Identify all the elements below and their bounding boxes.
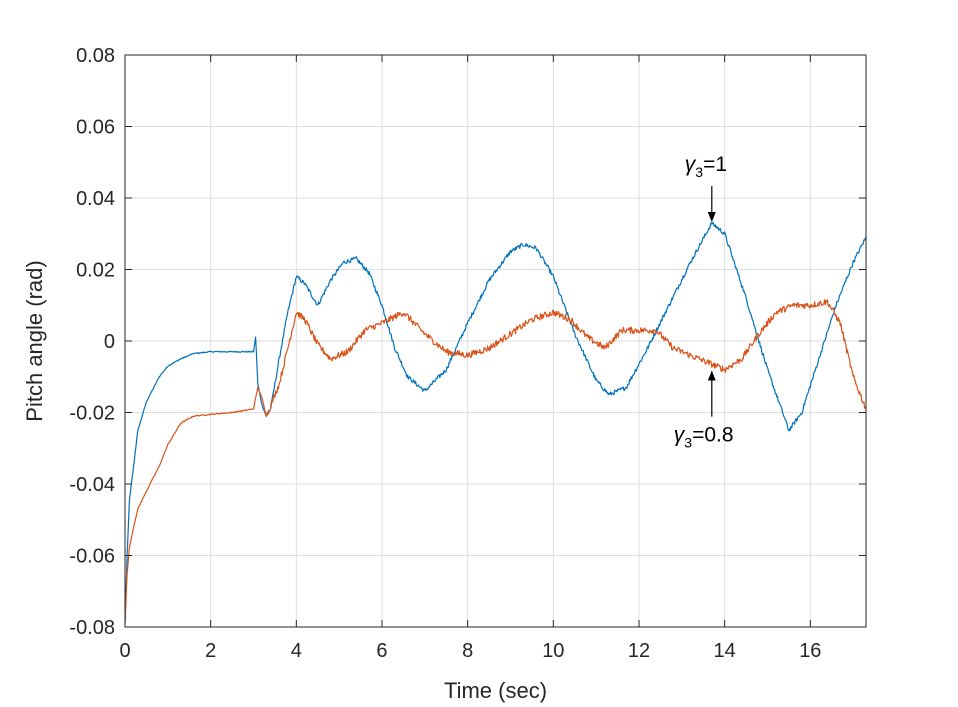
annotation-gamma08-value: =0.8: [692, 424, 733, 447]
y-tick-label: -0.08: [69, 617, 115, 639]
y-tick-label: -0.04: [69, 474, 115, 496]
annotation-gamma08-sub: 3: [684, 435, 692, 451]
series-line-2: [125, 299, 866, 624]
annotation-gamma08: γ3=0.8: [674, 424, 734, 451]
x-tick-label: 12: [628, 640, 650, 662]
y-tick-label: 0.02: [76, 260, 115, 282]
annotation-gamma1: γ3=1: [685, 153, 727, 180]
x-tick-label: 0: [119, 640, 130, 662]
y-tick-label: -0.06: [69, 546, 115, 568]
y-axis-label: Pitch angle (rad): [22, 260, 47, 421]
annotations: γ3=1γ3=0.8: [674, 153, 734, 451]
annotation-gamma1-symbol: γ: [685, 153, 697, 176]
series-line-1: [125, 221, 866, 624]
x-axis-label: Time (sec): [444, 678, 547, 703]
x-tick-label: 4: [291, 640, 302, 662]
ticks: 0 2 4 6 8 10 12 14 16 -0.08 -0.06 -0.04 -0.02 0 0.02 0.…: [69, 45, 866, 662]
series-layer: [125, 221, 866, 624]
y-tick-label: 0.04: [76, 188, 115, 210]
annotation-gamma1-sub: 3: [695, 164, 703, 180]
x-tick-label: 16: [799, 640, 821, 662]
annotation-gamma08-symbol: γ: [674, 424, 686, 447]
x-tick-label: 2: [205, 640, 216, 662]
y-tick-label: 0.08: [76, 45, 115, 67]
y-tick-label: 0: [104, 331, 115, 353]
x-tick-label: 10: [542, 640, 564, 662]
x-tick-label: 6: [376, 640, 387, 662]
y-tick-label: -0.02: [69, 403, 115, 425]
y-tick-label: 0.06: [76, 117, 115, 139]
x-tick-label: 14: [714, 640, 736, 662]
annotation-gamma1-value: =1: [703, 153, 727, 176]
x-tick-label: 8: [462, 640, 473, 662]
